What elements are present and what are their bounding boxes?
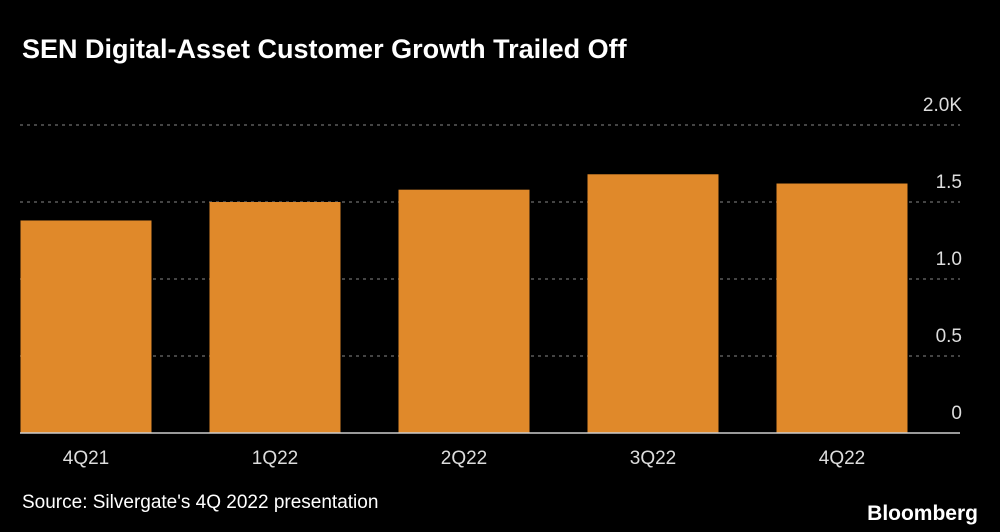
y-tick-label: 0.5 <box>936 326 962 347</box>
bar <box>776 183 908 433</box>
y-tick-label: 1.0 <box>936 249 962 270</box>
y-tick-label: 0 <box>951 403 962 424</box>
x-tick-label: 1Q22 <box>252 448 298 469</box>
x-tick-label: 4Q22 <box>819 448 865 469</box>
chart-title: SEN Digital-Asset Customer Growth Traile… <box>22 34 628 64</box>
x-tick-label: 3Q22 <box>630 448 676 469</box>
x-tick-label: 4Q21 <box>63 448 109 469</box>
brand: Bloomberg <box>867 502 978 525</box>
y-tick-label: 2.0K <box>923 95 962 116</box>
y-tick-label: 1.5 <box>936 172 962 193</box>
bar <box>209 202 341 433</box>
source: Source: Silvergate's 4Q 2022 presentatio… <box>22 492 378 513</box>
bar <box>587 174 719 433</box>
bar <box>20 220 152 433</box>
x-tick-label: 2Q22 <box>441 448 487 469</box>
bar <box>398 189 530 433</box>
